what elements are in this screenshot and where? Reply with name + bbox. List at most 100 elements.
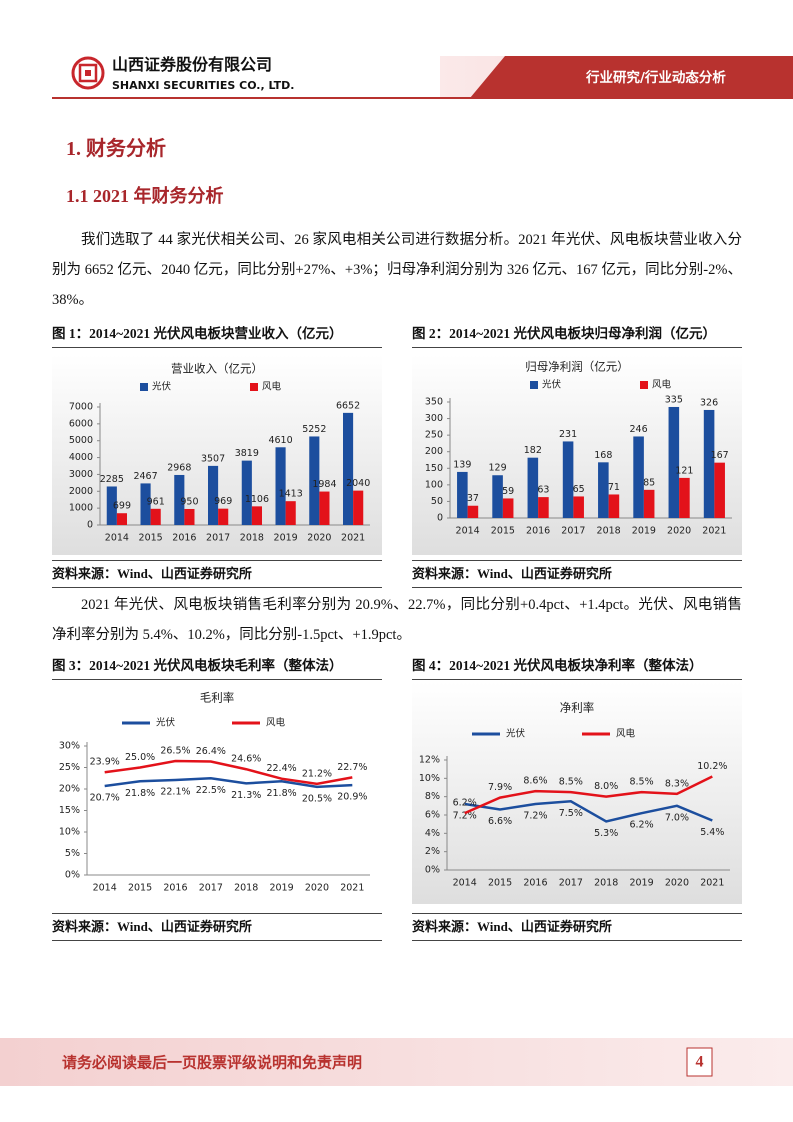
figure-source: 资料来源：Wind、山西证券研究所 [412, 560, 742, 588]
value-label: 7.0% [665, 812, 689, 823]
x-tick-label: 2020 [305, 883, 329, 894]
company-cn: 山西证券股份有限公司 [112, 55, 272, 74]
value-label: 3507 [201, 453, 225, 464]
legend-label: 光伏 [156, 717, 176, 729]
paragraph: 我们选取了 44 家光伏相关公司、26 家风电相关公司进行数据分析。2021 年… [52, 232, 742, 308]
bar [285, 501, 296, 525]
x-tick-label: 2017 [561, 526, 585, 537]
value-label: 6652 [336, 400, 360, 411]
y-tick-label: 6000 [69, 418, 93, 429]
value-label: 59 [502, 486, 514, 497]
value-label: 2040 [346, 478, 370, 489]
x-tick-label: 2021 [340, 883, 364, 894]
bar [116, 513, 127, 525]
header: 山西证券股份有限公司 SHANXI SECURITIES CO., LTD. 行… [52, 55, 793, 99]
figure-caption: 图 4：2014~2021 光伏风电板块净利率（整体法） [412, 655, 742, 680]
value-label: 20.7% [90, 792, 120, 803]
footer-notice: 请务必阅读最后一页股票评级说明和免责声明 [62, 1054, 362, 1072]
value-label: 71 [608, 482, 620, 493]
value-label: 8.5% [629, 777, 653, 788]
value-label: 6.2% [453, 798, 477, 809]
bar [184, 508, 195, 525]
x-tick-label: 2014 [456, 526, 480, 537]
y-tick-label: 7000 [69, 402, 93, 413]
subheading: 1.1 2021 年财务分析 [66, 186, 224, 206]
bar [353, 490, 364, 525]
bar [208, 465, 219, 525]
y-tick-label: 4000 [69, 452, 93, 463]
bar [643, 489, 655, 518]
value-label: 168 [594, 450, 612, 461]
x-tick-label: 2019 [629, 878, 653, 889]
y-tick-label: 30% [59, 741, 80, 752]
value-label: 3819 [235, 448, 259, 459]
figure-caption: 图 3：2014~2021 光伏风电板块毛利率（整体法） [52, 655, 382, 680]
y-tick-label: 350 [425, 397, 443, 408]
paragraph: 2021 年光伏、风电板块销售毛利率分别为 20.9%、22.7%，同比分别+0… [52, 597, 742, 643]
bar [174, 474, 185, 525]
value-label: 21.2% [302, 768, 332, 779]
value-label: 699 [113, 501, 131, 512]
x-tick-label: 2017 [199, 883, 223, 894]
value-label: 6.2% [629, 820, 653, 831]
legend-label: 光伏 [542, 379, 562, 391]
bar [633, 436, 644, 518]
figure-source: 资料来源：Wind、山西证券研究所 [412, 913, 742, 941]
section-label: 行业研究/行业动态分析 [585, 69, 726, 86]
figure-caption: 图 1：2014~2021 光伏风电板块营业收入（亿元） [52, 323, 382, 348]
y-tick-label: 6% [425, 810, 440, 821]
x-tick-label: 2014 [105, 533, 129, 544]
chart-title: 净利率 [560, 701, 595, 715]
logo [71, 56, 105, 90]
y-tick-label: 0% [425, 865, 440, 876]
legend-label: 风电 [262, 381, 282, 393]
value-label: 10.2% [697, 761, 727, 772]
x-tick-label: 2019 [269, 883, 293, 894]
legend-swatch [640, 381, 648, 389]
value-label: 969 [214, 496, 232, 507]
value-label: 8.5% [559, 777, 583, 788]
value-label: 5.4% [700, 827, 724, 838]
bar [309, 436, 320, 525]
chart: 营业收入（亿元） 光伏 风电 0 1000 2000 3000 4000 5000 6000 700… [52, 355, 382, 555]
value-label: 21.8% [125, 788, 155, 799]
bar [140, 483, 151, 525]
chart-background [412, 355, 742, 555]
y-tick-label: 20% [59, 784, 80, 795]
value-label: 26.5% [160, 746, 190, 757]
value-label: 20.9% [337, 792, 367, 803]
x-tick-label: 2016 [163, 883, 187, 894]
bar [598, 462, 609, 518]
bar [251, 506, 262, 525]
line [104, 776, 353, 789]
value-label: 8.6% [523, 776, 547, 787]
value-label: 7.9% [488, 782, 512, 793]
y-tick-label: 1000 [69, 503, 93, 514]
x-tick-label: 2021 [341, 533, 365, 544]
value-label: 326 [700, 397, 718, 408]
value-label: 950 [180, 496, 198, 507]
bar [218, 508, 229, 525]
chart-title: 毛利率 [200, 691, 235, 705]
value-label: 2285 [100, 474, 124, 485]
value-label: 129 [489, 463, 507, 474]
value-label: 65 [573, 484, 585, 495]
bar [573, 496, 584, 518]
bar [241, 460, 252, 525]
x-tick-label: 2020 [667, 526, 691, 537]
y-tick-label: 100 [425, 479, 443, 490]
x-tick-label: 2017 [559, 878, 583, 889]
value-label: 961 [147, 496, 165, 507]
bar [679, 477, 690, 518]
legend-swatch [140, 383, 148, 391]
company-en: SHANXI SECURITIES CO., LTD. [112, 79, 295, 92]
bar [467, 505, 479, 518]
y-tick-label: 0% [65, 870, 80, 881]
footer: 请务必阅读最后一页股票评级说明和免责声明 4 [0, 1038, 793, 1086]
chart-title: 归母净利润（亿元） [525, 360, 629, 374]
x-tick-label: 2020 [665, 878, 689, 889]
chart-title: 营业收入（亿元） [171, 362, 263, 376]
value-label: 8.3% [665, 778, 689, 789]
